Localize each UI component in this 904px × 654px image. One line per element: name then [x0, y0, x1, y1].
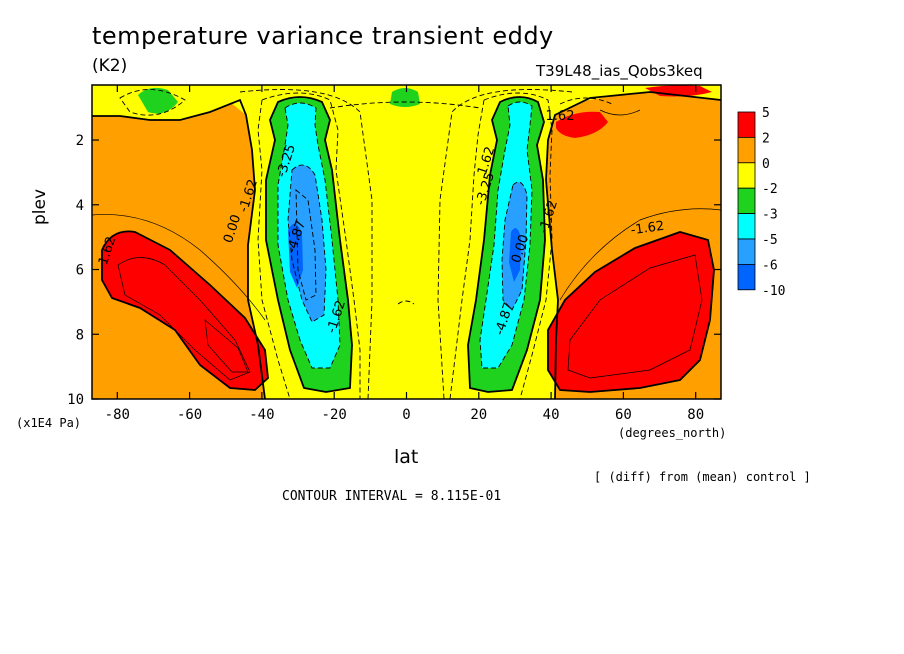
legend-swatch	[737, 162, 756, 189]
x-tick-label: 80	[687, 407, 704, 423]
region-yellow-center	[92, 85, 721, 399]
contour-interval: CONTOUR INTERVAL = 8.115E-01	[282, 489, 502, 504]
contour-label: 1.62	[546, 109, 575, 124]
contour-thin-left-1	[92, 214, 266, 321]
contour-dash-right-a	[483, 92, 553, 399]
contour-dash-left-b	[257, 99, 291, 399]
legend-swatch	[737, 213, 756, 240]
y-tick-label: 6	[76, 263, 84, 279]
contour-red-right-outline	[547, 231, 715, 393]
contour-dash-left-e	[295, 189, 317, 301]
legend-label: -6	[762, 258, 778, 273]
contour-thin-left-3	[204, 319, 249, 373]
x-axis: -80 -60 -40 -20 0 20 40 60 80	[105, 85, 704, 423]
contour-dash-topright	[559, 97, 613, 105]
contour-dash-left-d	[287, 164, 327, 323]
region-darkblue-right	[509, 228, 521, 282]
y-tick-label: 4	[76, 198, 84, 214]
contour-red-left-outline	[101, 230, 269, 391]
contour-dash-right-b	[449, 99, 485, 399]
legend-label: -3	[762, 208, 778, 223]
legend-label: -2	[762, 182, 778, 197]
contour-dash-right-c	[479, 101, 533, 369]
legend-swatch	[737, 111, 756, 138]
contour-thin-left-2	[117, 257, 251, 381]
contour-dash-yellow-right	[437, 89, 573, 399]
region-red-left	[102, 231, 268, 390]
legend-label: -5	[762, 233, 778, 248]
x-tick-label: 0	[402, 407, 410, 423]
region-red-right	[548, 232, 714, 392]
contour-thin-right-1	[559, 208, 721, 301]
region-blue-left	[288, 165, 326, 322]
legend-label: -10	[762, 284, 785, 299]
x-tick-label: -80	[105, 407, 130, 423]
x-tick-label: 20	[470, 407, 487, 423]
contour-lines-solid	[92, 91, 721, 399]
contour-zero-right	[545, 91, 721, 399]
contour-dash-yellow-left	[239, 89, 373, 399]
contour-green-left-outline	[265, 96, 353, 393]
color-legend: 5 2 0 -2 -3 -5 -6 -10	[737, 106, 785, 299]
region-green-top-left	[138, 87, 178, 114]
y-tick-label: 2	[76, 133, 84, 149]
difference-note: [ (diff) from (mean) control ]	[594, 470, 811, 484]
legend-label: 2	[762, 131, 770, 146]
contour-dash-left-c	[277, 102, 341, 369]
region-red-small-right	[556, 111, 608, 138]
y-axis: 2 4 6 8 10	[67, 133, 721, 408]
region-darkblue-left	[288, 223, 303, 288]
contour-green-right-outline	[467, 96, 546, 393]
x-tick-label: -20	[322, 407, 347, 423]
contour-label: -1.62	[630, 219, 665, 239]
legend-swatch	[737, 136, 756, 164]
contour-dash-left-a	[261, 92, 361, 399]
y-tick-label: 10	[67, 392, 84, 408]
x-tick-label: -60	[177, 407, 202, 423]
contour-dash-center-top	[329, 101, 481, 109]
contour-dash-center-bump	[397, 300, 415, 305]
x-tick-label: 60	[615, 407, 632, 423]
x-axis-label: lat	[394, 446, 419, 468]
x-axis-units: (degrees_north)	[618, 426, 727, 440]
legend-swatch	[737, 238, 756, 265]
chart-units: (K2)	[92, 56, 128, 76]
chart-title: temperature variance transient eddy	[92, 22, 554, 50]
legend-swatch	[737, 263, 756, 291]
x-tick-label: 40	[543, 407, 560, 423]
legend-swatch	[737, 187, 756, 214]
contour-lines-thin	[92, 109, 721, 381]
contour-thin-right-2	[567, 254, 703, 379]
x-tick-label: -40	[249, 407, 274, 423]
legend-label: 0	[762, 157, 770, 172]
contour-field	[92, 85, 721, 399]
y-axis-units: (x1E4 Pa)	[16, 416, 82, 430]
contour-thin-right-3	[599, 109, 641, 116]
y-tick-label: 8	[76, 327, 84, 343]
contour-zero-left	[92, 98, 266, 399]
experiment-name: T39L48_ias_Qobs3keq	[536, 62, 703, 80]
contour-dash-right-d	[501, 181, 528, 311]
contour-lines-dashed	[119, 89, 613, 399]
region-green-top-center	[390, 88, 420, 107]
contour-dash-topleft	[119, 89, 186, 116]
legend-label: 5	[762, 106, 770, 121]
region-yellow-topright	[560, 85, 640, 102]
